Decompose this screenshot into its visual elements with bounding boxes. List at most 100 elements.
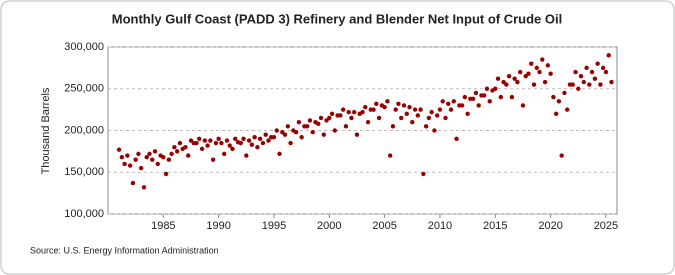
point [446, 101, 451, 106]
point [371, 107, 376, 112]
point [520, 103, 526, 108]
point [545, 63, 551, 68]
point [304, 124, 310, 129]
point [434, 113, 440, 118]
point [119, 155, 125, 160]
point [144, 155, 149, 160]
point [266, 138, 271, 143]
point [565, 107, 570, 112]
point [390, 124, 396, 129]
point [609, 79, 614, 85]
point [382, 104, 387, 110]
point [219, 140, 224, 146]
point [321, 132, 326, 137]
point [506, 74, 512, 79]
point [318, 115, 324, 121]
point [277, 151, 282, 157]
point [509, 94, 515, 100]
point [504, 82, 509, 87]
point [169, 151, 174, 157]
point [432, 128, 437, 133]
point [562, 90, 567, 96]
point [147, 151, 152, 157]
point [296, 119, 302, 125]
point [603, 69, 609, 75]
point [197, 136, 202, 142]
point [595, 61, 600, 66]
point [271, 134, 277, 140]
y-tick-label: 100,000 [64, 208, 104, 220]
y-tick-label: 250,000 [64, 83, 104, 95]
x-tick-label: 2020 [538, 220, 562, 232]
point [551, 94, 556, 100]
point [462, 94, 468, 100]
point [216, 136, 221, 142]
y-tick-label: 150,000 [64, 166, 104, 178]
point [246, 138, 252, 143]
point [401, 103, 407, 108]
point [410, 119, 415, 125]
point [421, 171, 426, 177]
point [205, 143, 210, 148]
point [484, 86, 490, 91]
point [517, 69, 523, 75]
point [307, 118, 313, 123]
point [493, 86, 498, 91]
y-tick-label: 300,000 [64, 41, 104, 53]
point [495, 76, 501, 81]
point [172, 145, 177, 150]
point [338, 113, 343, 118]
point [233, 136, 238, 142]
point [241, 136, 246, 142]
point [412, 107, 418, 112]
point [238, 140, 243, 146]
point [584, 65, 589, 71]
point [587, 82, 592, 87]
point [426, 115, 432, 121]
point [274, 128, 279, 133]
point [161, 155, 166, 160]
point [329, 111, 335, 117]
x-tick-label: 2025 [594, 220, 618, 232]
point [548, 71, 553, 76]
point [221, 151, 227, 157]
point [186, 153, 191, 158]
point [174, 149, 180, 154]
y-axis-label: Thousand Barrels [40, 87, 52, 174]
point [252, 134, 257, 140]
point [127, 163, 133, 168]
point [346, 109, 351, 115]
x-tick-label: 1985 [151, 220, 175, 232]
point [310, 129, 315, 135]
point [260, 140, 266, 146]
point [534, 65, 539, 71]
point [163, 171, 169, 177]
point [349, 115, 354, 121]
point [476, 103, 481, 108]
point [255, 145, 260, 150]
point [487, 99, 492, 104]
point [512, 76, 517, 81]
point [125, 153, 130, 158]
point [340, 107, 346, 112]
point [376, 115, 382, 121]
point [515, 79, 520, 85]
point [598, 82, 603, 87]
point [429, 109, 434, 115]
point [592, 76, 598, 81]
x-tick-label: 1990 [206, 220, 230, 232]
point [537, 69, 542, 75]
point [365, 119, 371, 125]
point [166, 157, 172, 162]
point [443, 115, 448, 121]
point [136, 151, 141, 157]
point [600, 65, 606, 71]
point [553, 111, 559, 117]
point [374, 101, 379, 106]
source: Source: U.S. Energy Information Administ… [30, 245, 219, 255]
point [385, 99, 390, 104]
point [213, 140, 219, 146]
point [526, 71, 531, 76]
point [116, 147, 122, 152]
point [559, 153, 564, 158]
